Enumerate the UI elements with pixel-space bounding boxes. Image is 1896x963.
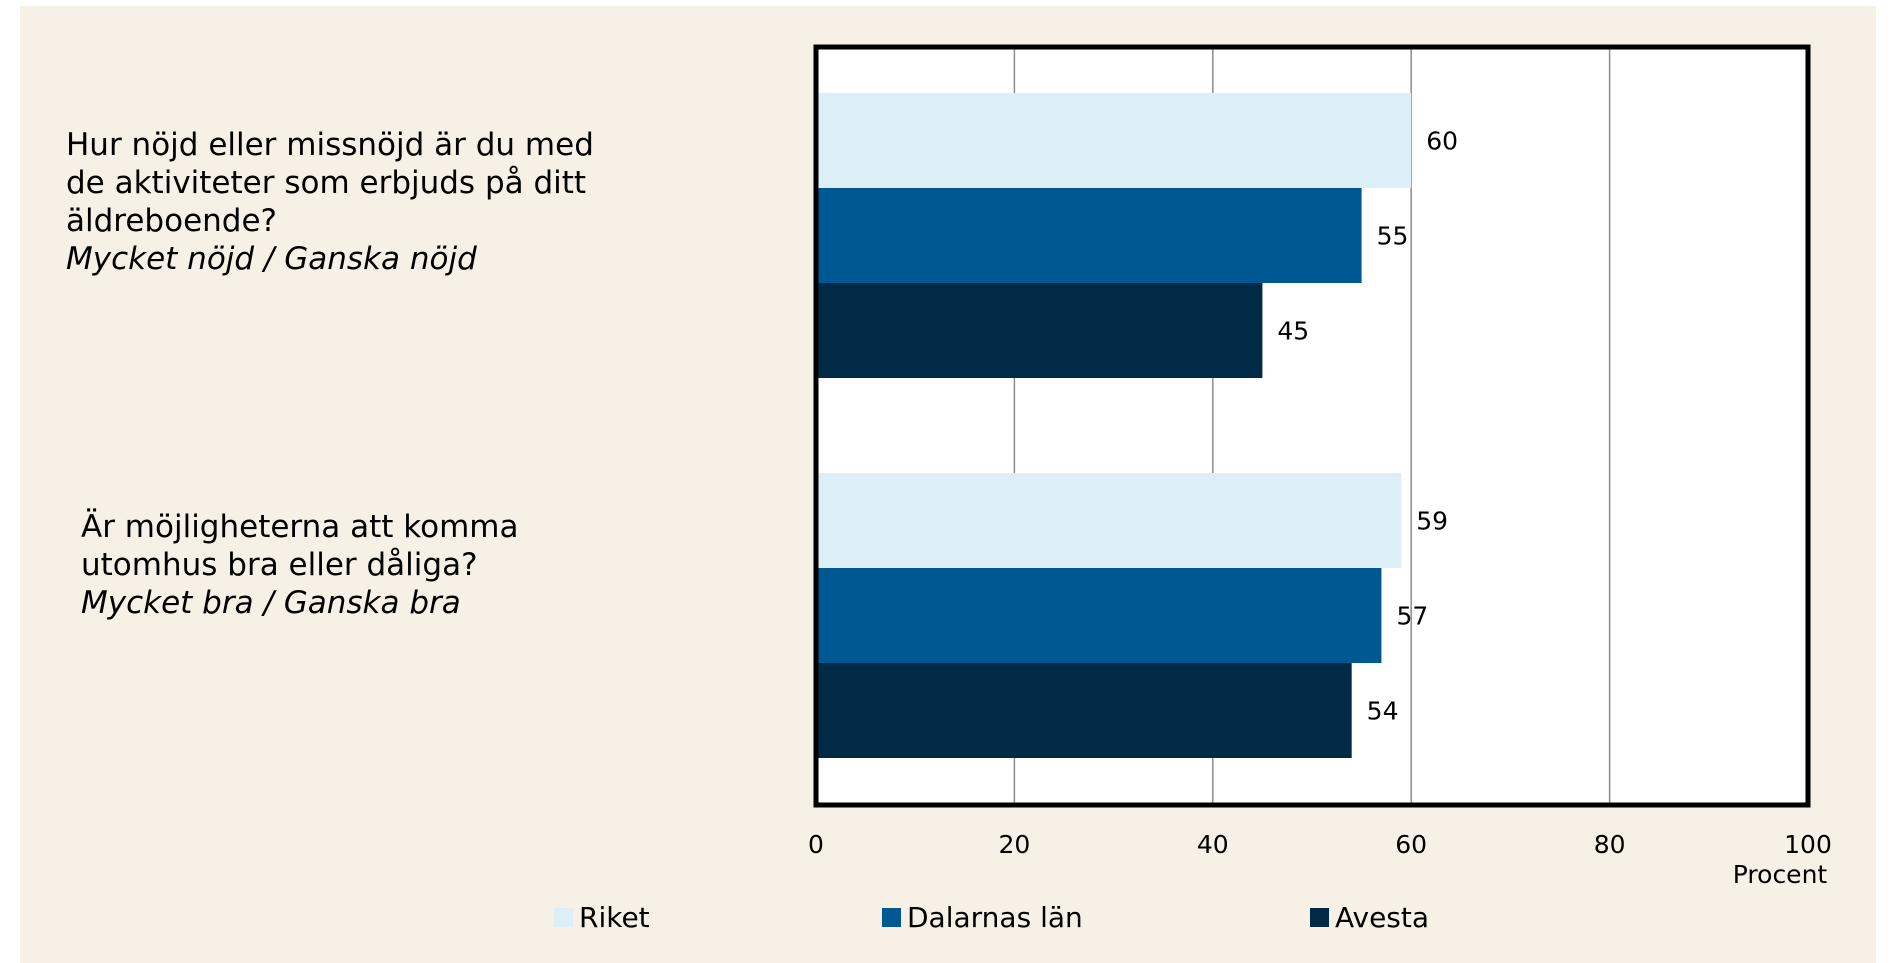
x-tick-label-80: 80 [1594,830,1626,859]
question-2-line-2: utomhus bra eller dåliga? [81,547,478,583]
legend-swatch-dalarnas-lan [882,908,901,927]
x-tick-label-60: 60 [1395,830,1427,859]
question-2-subtitle: Mycket bra / Ganska bra [81,585,461,621]
legend-swatch-avesta [1310,908,1329,927]
question-1-line-1: Hur nöjd eller missnöjd är du med [66,127,594,163]
x-tick-label-20: 20 [998,830,1030,859]
question-1-line-3: äldreboende? [66,203,277,239]
x-axis-label: Procent [1733,860,1828,889]
data-label-2-2: 57 [1396,602,1428,631]
legend-label-dalarnas-lan: Dalarnas län [907,901,1083,934]
plot-border [813,44,1811,808]
question-1-label: Hur nöjd eller missnöjd är du med de akt… [66,126,594,278]
data-label-2-3: 54 [1367,697,1399,726]
question-2-label: Är möjligheterna att komma utomhus bra e… [81,508,519,622]
legend-swatch-riket [554,908,573,927]
data-label-1-3: 45 [1277,317,1309,346]
question-1-line-2: de aktiviteter som erbjuds på ditt [66,165,587,201]
bar-2-3 [816,663,1352,758]
data-label-1-2: 55 [1377,222,1409,251]
x-tick-label-0: 0 [808,830,824,859]
bar-1-3 [816,283,1263,378]
legend-label-avesta: Avesta [1335,901,1430,934]
data-label-1-1: 60 [1426,127,1458,156]
bar-1-2 [816,188,1362,283]
question-1-subtitle: Mycket nöjd / Ganska nöjd [66,241,477,277]
bar-2-2 [816,568,1382,663]
bar-1-1 [816,93,1412,188]
legend-label-riket: Riket [579,901,650,934]
legend-item-avesta: Avesta [1310,901,1429,934]
legend-item-riket: Riket [554,901,650,934]
bar-2-1 [816,473,1402,568]
chart-panel: Hur nöjd eller missnöjd är du med de akt… [20,6,1876,963]
question-2-line-1: Är möjligheterna att komma [81,509,519,545]
x-tick-label-40: 40 [1197,830,1229,859]
data-label-2-1: 59 [1416,507,1448,536]
legend-item-dalarnas-lan: Dalarnas län [882,901,1083,934]
x-tick-label-100: 100 [1784,830,1832,859]
